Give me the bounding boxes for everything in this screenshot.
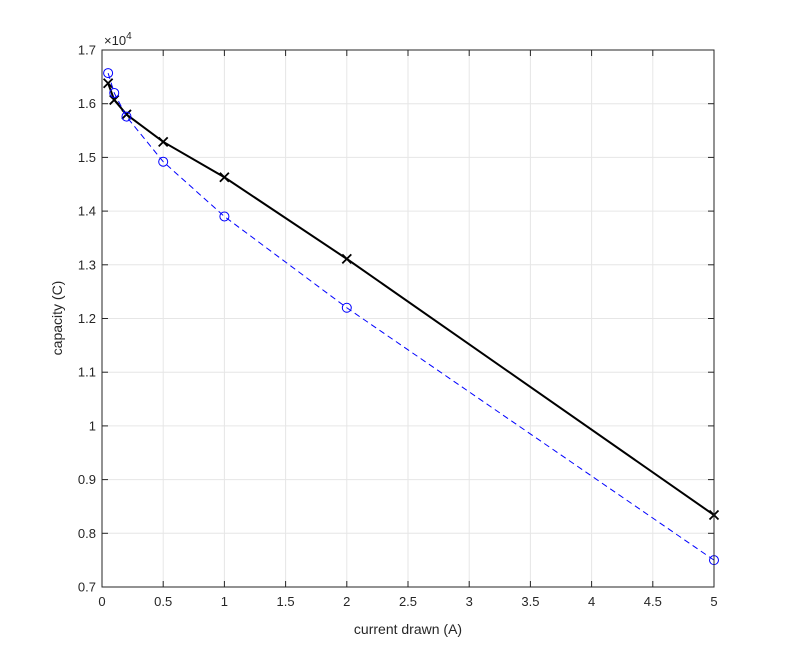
x-tick-label: 4.5 [644, 594, 662, 609]
x-tick-label: 0.5 [154, 594, 172, 609]
y-tick-label: 1.6 [78, 96, 96, 111]
y-tick-label: 1 [89, 418, 96, 433]
y-tick-label: 1.2 [78, 311, 96, 326]
series-line-2 [107, 72, 715, 561]
data-point-x-marker [219, 172, 230, 183]
data-point-x-marker [341, 253, 352, 265]
data-point-x-marker [158, 136, 169, 147]
y-tick-label: 1.7 [78, 43, 96, 58]
grid [102, 50, 714, 587]
x-tick-label: 0 [98, 594, 105, 609]
series-layer [102, 68, 720, 566]
data-point-circle-marker [103, 68, 114, 79]
y-tick-label: 1.4 [78, 204, 96, 219]
data-point-circle-marker [109, 87, 120, 98]
y-tick-label: 0.8 [78, 526, 96, 541]
y-tick-label: 1.3 [78, 257, 96, 272]
y-exponent-power: 4 [126, 31, 132, 42]
y-tick-label: 1.1 [78, 365, 96, 380]
y-tick-label: 0.9 [78, 472, 96, 487]
y-tick-label: 0.7 [78, 580, 96, 595]
y-tick-label: 1.5 [78, 150, 96, 165]
x-tick-label: 1 [221, 594, 228, 609]
data-point-circle-marker [341, 302, 352, 313]
x-tick-label: 2 [343, 594, 350, 609]
y-axis-label: capacity (C) [49, 281, 65, 356]
ticks: 0 0.5 1 1.5 2 2.5 3 3.5 4 4.5 5 0.7 0.8 0.9 1 1.1 1.2 1.3… [78, 43, 718, 610]
x-tick-label: 3 [466, 594, 473, 609]
y-exponent-label: ×104 [104, 31, 132, 48]
data-point-circle-marker [158, 156, 169, 167]
x-tick-label: 4 [588, 594, 595, 609]
x-tick-label: 5 [710, 594, 717, 609]
x-tick-label: 1.5 [277, 594, 295, 609]
data-point-circle-marker [121, 111, 132, 122]
x-axis-label: current drawn (A) [354, 621, 462, 637]
y-exponent-base: ×10 [104, 33, 126, 48]
x-tick-label: 3.5 [521, 594, 539, 609]
x-tick-label: 2.5 [399, 594, 417, 609]
data-point-x-marker [102, 78, 114, 89]
data-point-circle-marker [219, 211, 230, 222]
